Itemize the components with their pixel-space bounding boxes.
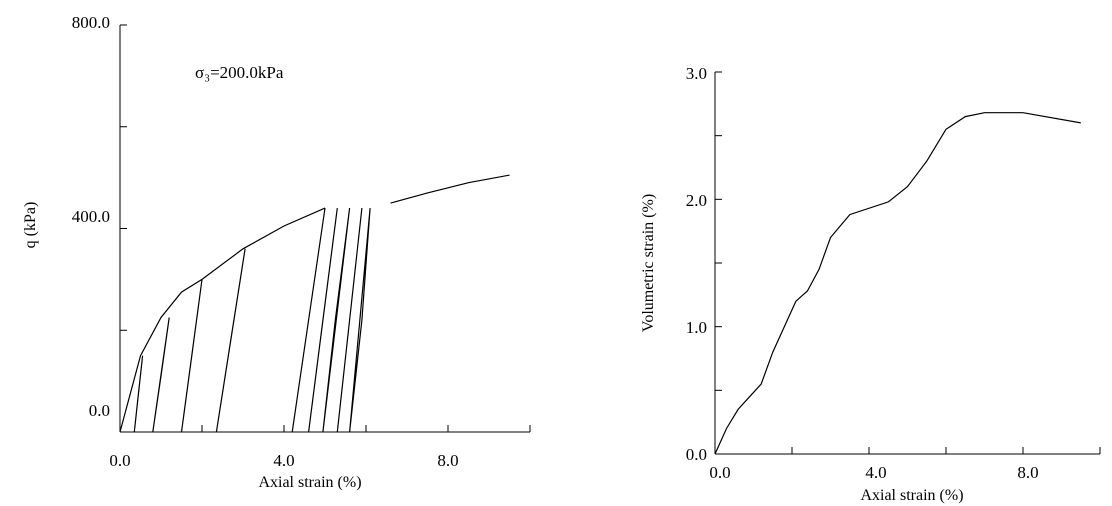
left-series-2-loop [133,355,144,433]
right-y-tick-2: 2.0 [686,191,707,210]
left-x-tick-1: 4.0 [273,451,294,470]
right-chart: 0.0 1.0 2.0 3.0 0.0 4.0 8.0 Axial strain… [640,64,1101,504]
left-x-tick-2: 8.0 [437,451,458,470]
left-y-tick-0: 0.0 [89,401,110,420]
right-y-label: Volumetric strain (%) [640,194,657,332]
right-series-0-main [714,112,1081,455]
right-x-tick-1: 4.0 [865,463,886,482]
right-y-tick-1: 1.0 [686,318,707,337]
left-series-1-post-cycling [390,174,510,204]
left-x-label: Axial strain (%) [258,474,361,491]
left-x-tick-0: 0.0 [109,451,130,470]
left-series-0-backbone [119,207,326,433]
left-series-4-loop [180,279,203,433]
left-chart: 0.0 400.0 800.0 0.0 4.0 8.0 Axial strain… [22,13,531,491]
left-y-tick-2: 800.0 [72,13,110,32]
left-series-7-loop [308,208,338,433]
left-series-6-loop [291,208,326,433]
left-annotation: σ₃=200.0kPa [195,63,284,82]
right-x-label: Axial strain (%) [860,487,963,504]
left-y-label: q (kPa) [22,202,39,249]
right-x-tick-0: 0.0 [709,463,730,482]
left-series-10-loop [349,208,371,433]
right-x-tick-2: 8.0 [1017,463,1038,482]
left-series-8-loop [322,208,351,433]
left-series-3-loop [152,317,170,433]
right-y-tick-3: 3.0 [686,64,707,83]
left-series-5-loop [215,248,246,433]
right-y-tick-0: 0.0 [686,445,707,464]
left-y-tick-1: 400.0 [72,207,110,226]
left-series-9-loop [336,208,363,433]
